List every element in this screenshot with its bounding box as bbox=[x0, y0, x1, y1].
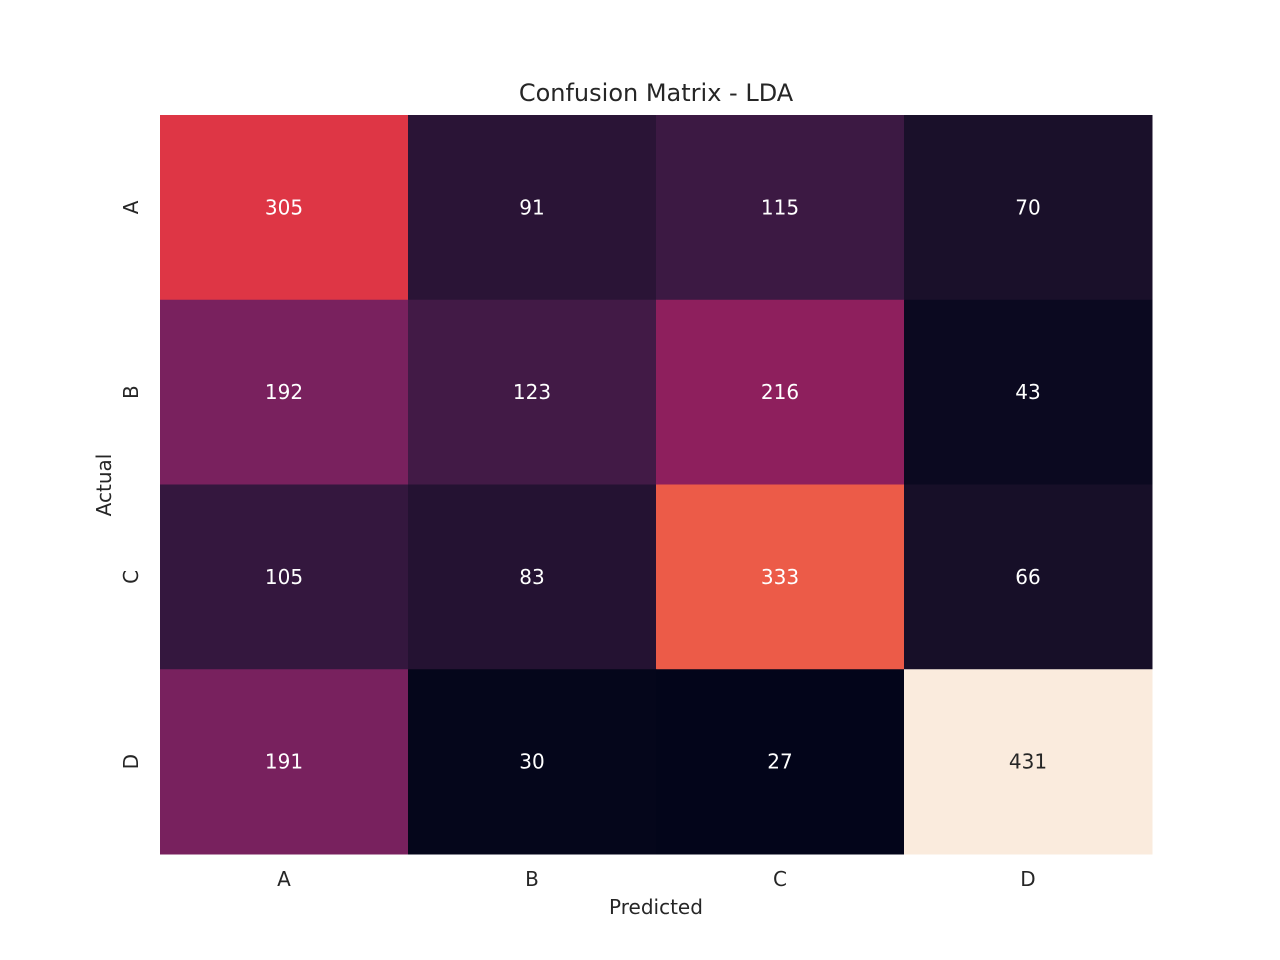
y-axis-label: Actual bbox=[92, 454, 116, 517]
heatmap-cell-C-A bbox=[160, 484, 409, 670]
y-tick-labels: A B C D bbox=[119, 200, 143, 769]
heatmap-cell-A-A bbox=[160, 115, 409, 301]
heatmap-cell-B-D bbox=[904, 299, 1153, 485]
y-tick-label-C: C bbox=[119, 570, 143, 584]
x-tick-label-C: C bbox=[773, 867, 787, 891]
cell-value-C-B: 83 bbox=[519, 565, 544, 589]
heatmap-cell-A-C bbox=[656, 115, 905, 301]
cell-value-A-B: 91 bbox=[519, 195, 544, 219]
x-tick-labels: A B C D bbox=[277, 867, 1036, 891]
heatmap-cell-D-A bbox=[160, 669, 409, 855]
x-tick-label-D: D bbox=[1020, 867, 1035, 891]
x-tick-label-A: A bbox=[277, 867, 291, 891]
y-tick-label-B: B bbox=[119, 385, 143, 399]
y-tick-label-A: A bbox=[119, 200, 143, 214]
heatmap-cell-B-A bbox=[160, 299, 409, 485]
cell-value-A-D: 70 bbox=[1015, 195, 1040, 219]
y-tick-label-D: D bbox=[119, 754, 143, 769]
cell-value-B-C: 216 bbox=[761, 380, 799, 404]
cell-value-C-C: 333 bbox=[761, 565, 799, 589]
cell-value-B-D: 43 bbox=[1015, 380, 1040, 404]
cell-value-A-C: 115 bbox=[761, 195, 799, 219]
heatmap-cells: 305 91 115 70 192 123 216 43 105 83 333 66 191 30 27 43… bbox=[160, 115, 1153, 855]
heatmap-cell-D-B bbox=[408, 669, 657, 855]
cell-value-D-A: 191 bbox=[265, 750, 303, 774]
cell-value-D-D: 431 bbox=[1009, 750, 1047, 774]
heatmap-cell-D-C bbox=[656, 669, 905, 855]
heatmap-cell-B-B bbox=[408, 299, 657, 485]
heatmap-cell-C-B bbox=[408, 484, 657, 670]
cell-value-C-A: 105 bbox=[265, 565, 303, 589]
chart-title: Confusion Matrix - LDA bbox=[519, 79, 794, 107]
heatmap-cell-D-D bbox=[904, 669, 1153, 855]
cell-value-B-B: 123 bbox=[513, 380, 551, 404]
cell-value-B-A: 192 bbox=[265, 380, 303, 404]
x-tick-label-B: B bbox=[525, 867, 539, 891]
heatmap-cell-B-C bbox=[656, 299, 905, 485]
cell-value-A-A: 305 bbox=[265, 195, 303, 219]
cell-value-C-D: 66 bbox=[1015, 565, 1040, 589]
cell-value-D-C: 27 bbox=[767, 750, 792, 774]
x-axis-label: Predicted bbox=[609, 895, 703, 919]
heatmap-cell-A-D bbox=[904, 115, 1153, 301]
heatmap-cell-A-B bbox=[408, 115, 657, 301]
cell-value-D-B: 30 bbox=[519, 750, 544, 774]
heatmap-cell-C-D bbox=[904, 484, 1153, 670]
heatmap-cell-C-C bbox=[656, 484, 905, 670]
